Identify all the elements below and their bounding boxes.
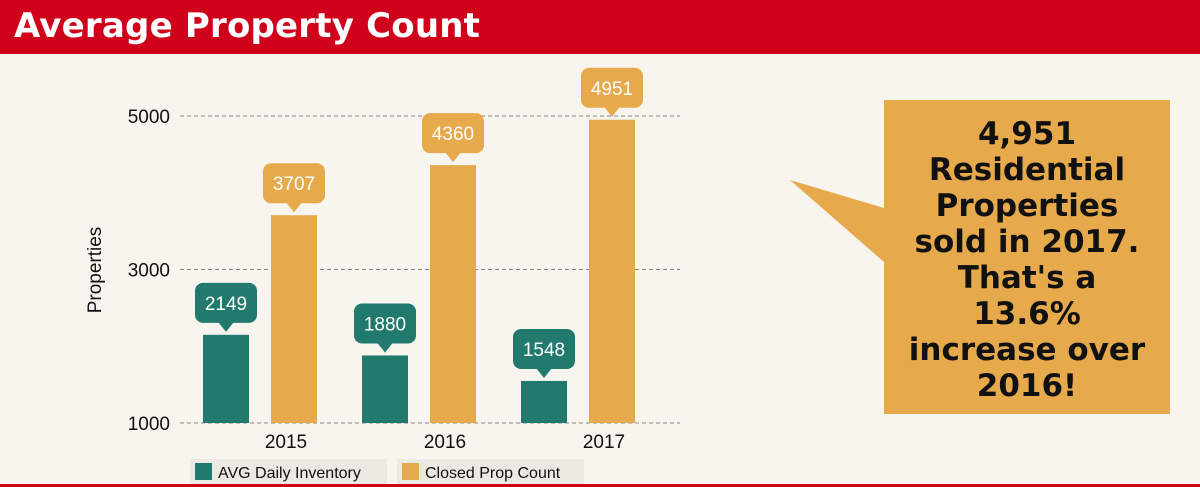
label-box [513, 328, 575, 369]
callout-line: Residential [928, 152, 1126, 188]
data-label: 4951 [591, 79, 633, 100]
bar [203, 334, 249, 423]
label-pointer [445, 152, 461, 163]
label-box [422, 113, 484, 154]
legend: AVG Daily Inventory Closed Prop Count [190, 459, 584, 484]
callout-line: 13.6% [973, 296, 1081, 332]
y-tick-label: 1000 [128, 414, 170, 435]
data-label: 3707 [273, 174, 315, 195]
legend-swatch [195, 463, 212, 480]
data-label-bubble: 2149 [195, 282, 257, 332]
data-label-bubble: 3707 [263, 163, 325, 213]
bars [203, 119, 635, 424]
bar [271, 215, 317, 423]
x-tick-label: 2015 [265, 432, 307, 453]
y-axis-label: Properties [85, 227, 106, 314]
callout-line: Properties [935, 188, 1119, 224]
data-label-bubble: 4360 [422, 113, 484, 163]
label-pointer [536, 367, 552, 378]
label-box [354, 303, 416, 344]
label-pointer [604, 106, 620, 117]
label-pointer [377, 342, 393, 353]
bar [589, 119, 635, 424]
callout-line: sold in 2017. [914, 224, 1140, 260]
data-label-bubble: 1548 [513, 328, 575, 378]
data-label-bubble: 4951 [581, 67, 643, 117]
callout-text: 4,951 Residential Properties sold in 2017. T… [884, 110, 1170, 410]
header-bar: Average Property Count [0, 0, 1200, 54]
x-tick-label: 2017 [583, 432, 625, 453]
callout-line: 4,951 [977, 116, 1077, 152]
bottom-rule [0, 484, 1200, 487]
page-title: Average Property Count [14, 6, 481, 46]
y-axis-ticks: 1000 3000 5000 [128, 107, 170, 435]
label-pointer [218, 321, 234, 332]
x-axis-ticks: 2015 2016 2017 [265, 432, 625, 453]
legend-label: Closed Prop Count [425, 465, 561, 482]
callout-shape [790, 100, 1170, 414]
data-label: 4360 [432, 124, 474, 145]
y-tick-label: 3000 [128, 261, 170, 282]
data-labels: 2149 3707 1880 4360 1548 4951 [195, 67, 643, 378]
data-label: 1880 [364, 314, 406, 335]
x-tick-label: 2016 [424, 432, 466, 453]
callout-line: 2016! [976, 368, 1078, 404]
label-pointer [286, 202, 302, 213]
data-label: 2149 [205, 294, 247, 315]
legend-swatch [402, 463, 419, 480]
callout-line: That's a [957, 260, 1097, 296]
bar [430, 165, 476, 423]
bar [521, 380, 567, 423]
label-box [263, 163, 325, 204]
legend-label: AVG Daily Inventory [218, 465, 361, 482]
y-tick-label: 5000 [128, 107, 170, 128]
label-box [581, 67, 643, 108]
bar [362, 355, 408, 423]
data-label: 1548 [523, 340, 565, 361]
legend-bg [190, 459, 387, 484]
label-box [195, 282, 257, 323]
callout-line: increase over [908, 332, 1146, 368]
legend-bg [397, 459, 584, 484]
data-label-bubble: 1880 [354, 303, 416, 353]
